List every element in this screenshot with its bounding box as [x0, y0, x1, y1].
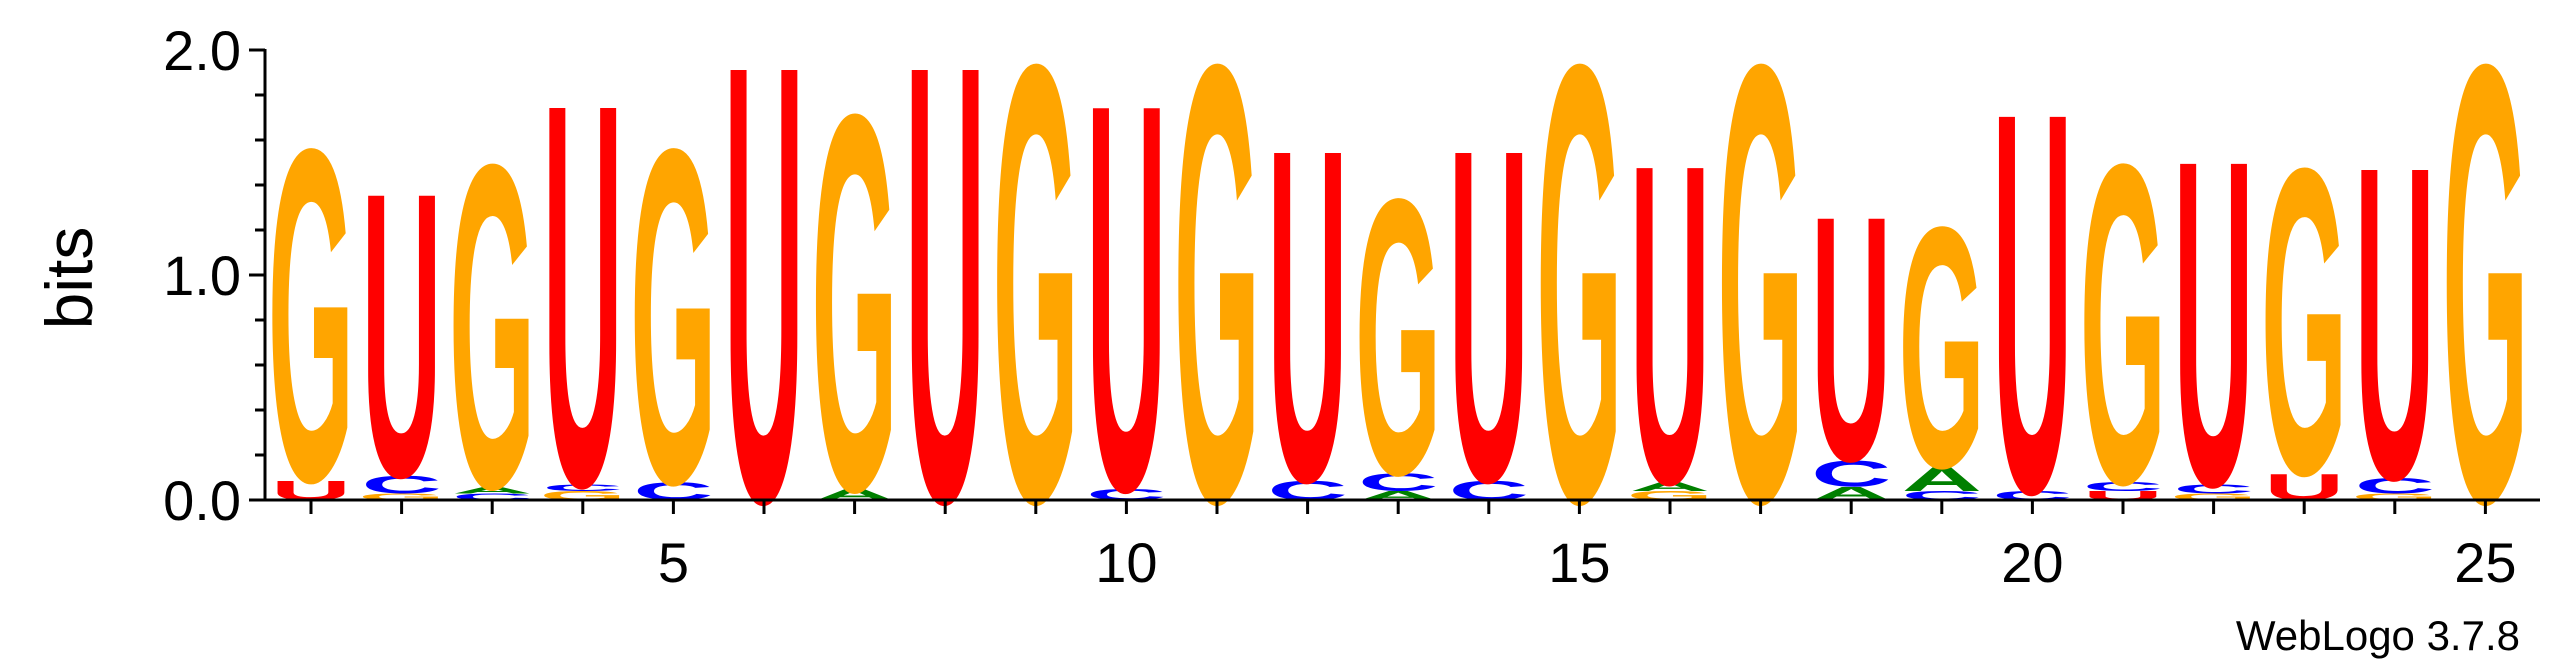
y-axis-label: bits	[32, 227, 106, 330]
logo-letter-G: G	[1355, 118, 1441, 558]
logo-letter-C: C	[1358, 469, 1438, 497]
logo-column-6: U	[724, 0, 804, 634]
logo-column-24: GCU	[2352, 74, 2438, 574]
logo-letter-U: U	[905, 0, 985, 634]
logo-letter-G: G	[2261, 77, 2347, 566]
logo-letter-G: G	[2080, 70, 2166, 580]
logo-letter-U: U	[1630, 70, 1710, 580]
logo-letter-U: U	[1811, 144, 1891, 535]
logo-letter-U: U	[1267, 51, 1347, 581]
logo-column-1: UG	[268, 51, 354, 581]
logo-column-25: G	[2442, 0, 2528, 634]
logo-letter-G: G	[358, 492, 444, 502]
logo-letter-C: C	[543, 483, 623, 493]
logo-letter-G: G	[1899, 157, 1985, 541]
logo-letter-C: C	[361, 471, 441, 499]
logo-column-8: U	[905, 0, 985, 634]
logo-column-15: G	[1536, 0, 1622, 634]
logo-column-13: ACG	[1355, 118, 1441, 558]
weblogo-version-label: WebLogo 3.7.8	[2236, 612, 2520, 659]
logo-letter-U: U	[2173, 63, 2253, 583]
logo-letter-C: C	[2173, 482, 2253, 496]
logo-letter-C: C	[1811, 453, 1891, 495]
logo-letter-A: A	[1630, 480, 1710, 494]
y-tick-label: 2.0	[163, 19, 241, 82]
logo-column-5: CG	[630, 49, 716, 583]
logo-column-20: CU	[1992, 1, 2072, 608]
logo-letter-G: G	[2352, 492, 2438, 502]
logo-letter-G: G	[1536, 0, 1622, 634]
y-tick-label: 0.0	[163, 469, 241, 532]
logo-letter-C: C	[452, 492, 532, 502]
logo-column-18: ACU	[1811, 144, 1891, 535]
logo-column-9: G	[993, 0, 1079, 634]
logo-letter-U: U	[1992, 1, 2072, 608]
logo-column-12: CU	[1267, 51, 1347, 581]
y-tick-label: 1.0	[163, 244, 241, 307]
logo-letter-G: G	[630, 49, 716, 583]
logo-letter-G: G	[268, 51, 354, 581]
logo-letter-U: U	[724, 0, 804, 634]
logo-column-16: GAU	[1627, 70, 1713, 580]
logo-letter-C: C	[2083, 480, 2163, 494]
logo-letter-U: U	[361, 108, 441, 562]
letter-stacks: UG GCU CAG GCU CG U AG U G CU G CU ACG CU G GAU G ACU CAG C…	[268, 0, 2529, 634]
logo-letter-G: G	[2170, 492, 2256, 502]
logo-letter-G: G	[993, 0, 1079, 634]
x-tick-label: 25	[2454, 531, 2516, 594]
logo-letter-A: A	[1902, 460, 1982, 498]
logo-letter-U: U	[1449, 51, 1529, 581]
y-axis-ticks: 0.0 1.0 2.0	[163, 19, 265, 532]
logo-letter-U: U	[2355, 74, 2435, 574]
logo-letter-G: G	[2442, 0, 2528, 634]
logo-column-17: G	[1717, 0, 1803, 634]
logo-column-11: G	[1174, 0, 1260, 634]
logo-column-19: CAG	[1899, 157, 1985, 541]
logo-letter-G: G	[1717, 0, 1803, 634]
x-tick-label: 5	[658, 531, 689, 594]
x-tick-label: 15	[1548, 531, 1610, 594]
x-tick-label: 20	[2001, 531, 2063, 594]
x-axis-ticks: 5 10 15 20 25	[309, 500, 2517, 594]
logo-column-14: CU	[1449, 51, 1529, 581]
x-tick-label: 10	[1095, 531, 1157, 594]
logo-column-2: GCU	[358, 108, 444, 562]
logo-column-10: CU	[1086, 0, 1166, 607]
logo-letter-G: G	[1174, 0, 1260, 634]
logo-column-22: GCU	[2170, 63, 2256, 583]
logo-column-21: UCG	[2080, 70, 2166, 580]
logo-letter-A: A	[452, 485, 532, 495]
logo-column-23: UG	[2261, 77, 2347, 566]
logo-letter-C: C	[2355, 474, 2435, 498]
logo-letter-U: U	[1086, 0, 1166, 607]
